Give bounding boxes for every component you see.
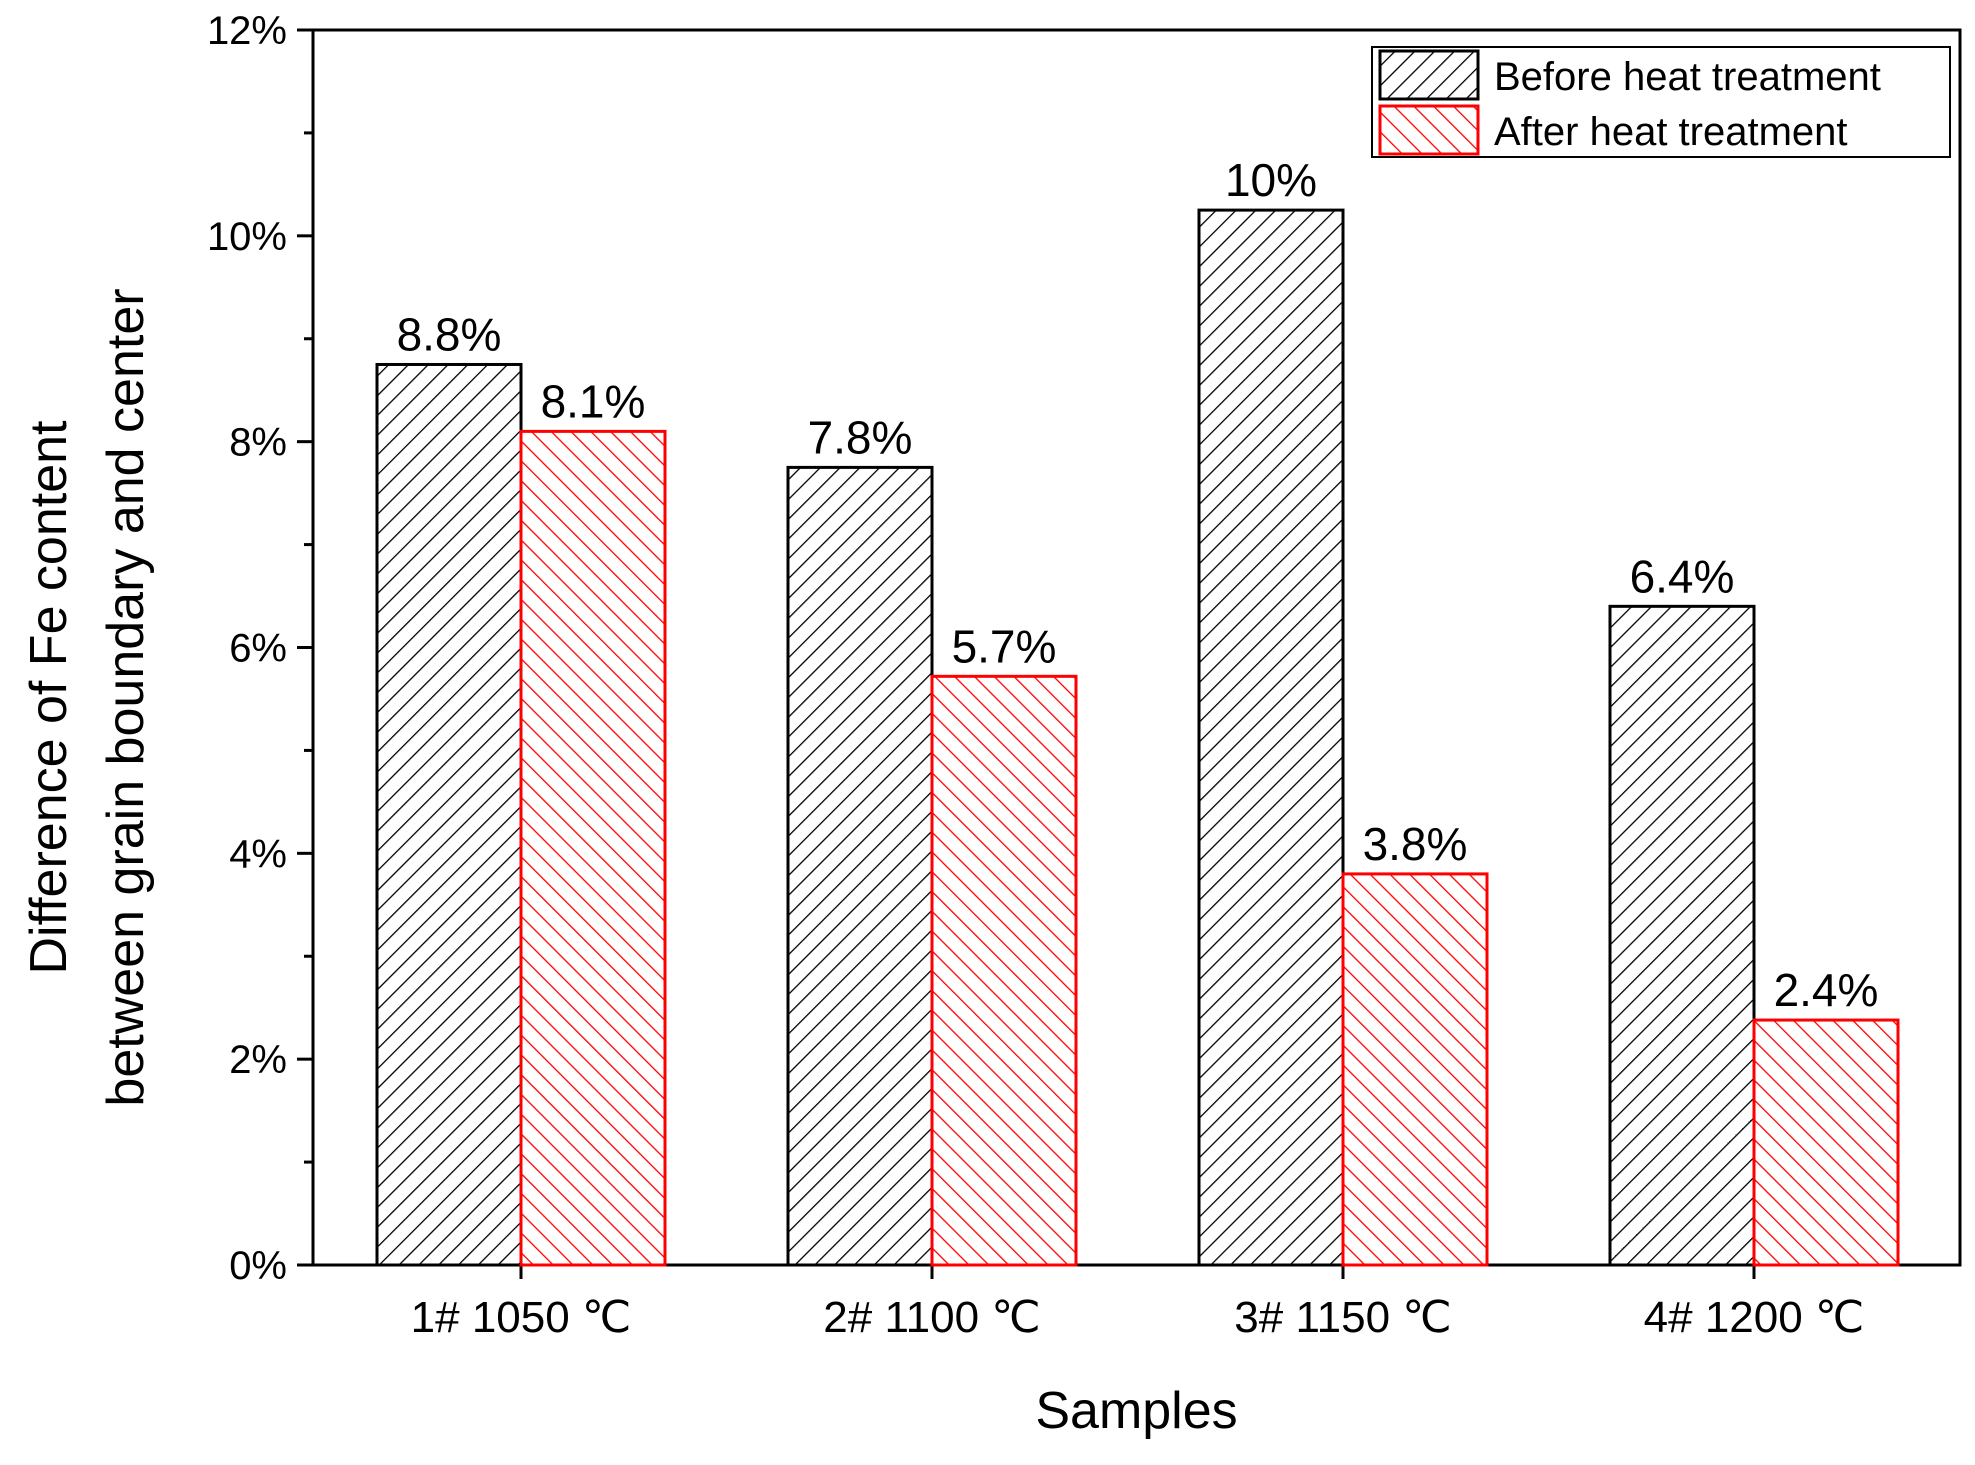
y-tick-label: 6% — [229, 627, 287, 671]
x-category-label: 1# 1050 ℃ — [411, 1293, 632, 1342]
legend-label-after: After heat treatment — [1494, 110, 1848, 154]
bar-before-1 — [375, 362, 523, 1267]
x-category-label: 2# 1100 ℃ — [823, 1293, 1040, 1342]
bar-after-2 — [930, 674, 1078, 1267]
data-labels-layer: 8.8% 8.1% 7.8% 5.7% 10% 3.8% 6.4% 2.4% — [397, 154, 1879, 1016]
x-category-label: 3# 1150 ℃ — [1234, 1293, 1451, 1342]
x-category-label: 4# 1200 ℃ — [1644, 1293, 1865, 1342]
y-tick-label: 10% — [207, 215, 287, 259]
data-label-before-4: 6.4% — [1630, 550, 1735, 602]
data-label-before-3: 10% — [1225, 154, 1317, 206]
legend: Before heat treatment After heat treatmen… — [1371, 46, 1951, 158]
data-label-after-2: 5.7% — [952, 620, 1057, 672]
axes-layer: 0% 2% 4% 6% 8% 10% 12% 1# 1050 ℃ 2# 1100 ℃ 3# 115… — [20, 9, 1962, 1440]
data-label-before-1: 8.8% — [397, 308, 502, 360]
bars-layer — [375, 208, 1900, 1267]
y-axis-title-line-1: Difference of Fe content — [20, 420, 78, 975]
y-tick-label: 4% — [229, 832, 287, 876]
data-label-before-2: 7.8% — [808, 411, 913, 463]
y-tick-label: 8% — [229, 421, 287, 465]
x-axis-title: Samples — [1035, 1382, 1237, 1440]
bar-before-3 — [1197, 208, 1345, 1267]
bar-after-4 — [1752, 1018, 1900, 1267]
legend-swatch-after — [1378, 104, 1480, 156]
y-tick-label: 2% — [229, 1038, 287, 1082]
bar-before-4 — [1608, 604, 1756, 1267]
bar-after-1 — [519, 429, 667, 1267]
data-label-after-3: 3.8% — [1363, 818, 1468, 870]
legend-label-before: Before heat treatment — [1494, 55, 1881, 99]
legend-swatch-before — [1378, 49, 1480, 101]
bar-after-3 — [1341, 872, 1489, 1267]
y-tick-label: 0% — [229, 1244, 287, 1288]
data-label-after-4: 2.4% — [1774, 964, 1879, 1016]
data-label-after-1: 8.1% — [541, 375, 646, 427]
y-tick-label: 12% — [207, 9, 287, 53]
y-axis-title-line-2: between grain boundary and center — [97, 288, 155, 1106]
bar-before-2 — [786, 465, 934, 1267]
